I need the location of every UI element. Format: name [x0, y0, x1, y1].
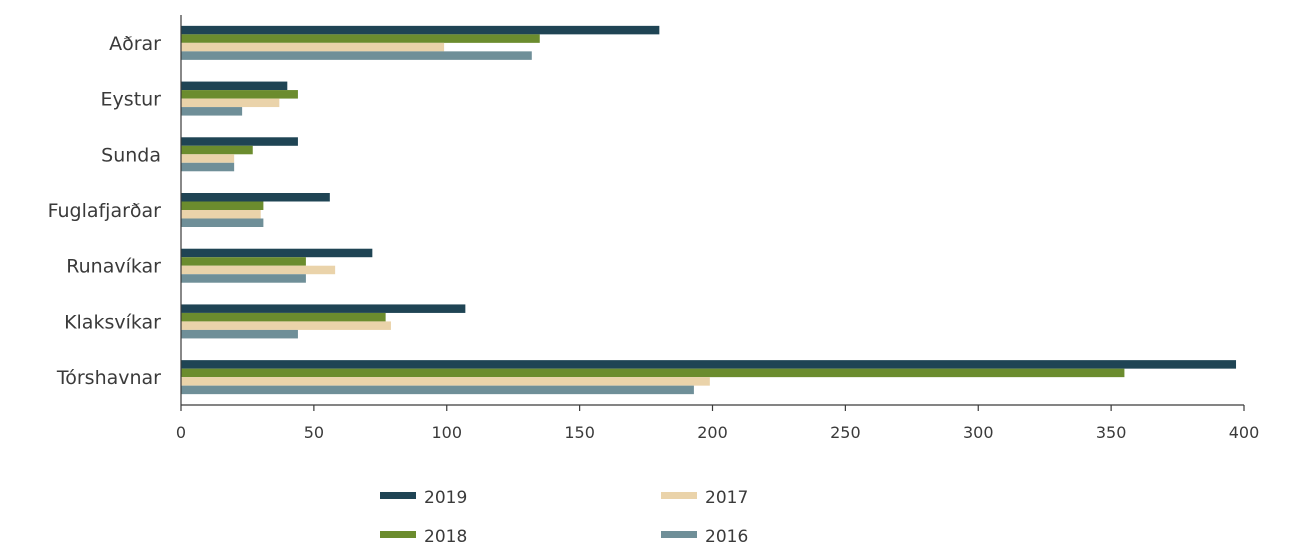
bar-2018-0: [181, 34, 540, 43]
bar-2016-6: [181, 385, 694, 395]
bar-2019-5: [181, 304, 466, 313]
legend: 2019 2017 2018 2016: [380, 488, 748, 547]
bar-2018-1: [181, 90, 298, 99]
category-label: Sunda: [101, 144, 161, 166]
legend-swatch-2016: [661, 531, 697, 538]
category-labels: Aðrar Eystur Sunda Fuglafjarðar Runavíkar Kla…: [48, 33, 162, 389]
x-axis-ticks: 0 50 100 150 200 250 300 350 400: [176, 405, 1259, 442]
x-tick-label: 200: [697, 423, 728, 442]
bar-2018-4: [181, 257, 306, 266]
bar-2019-4: [181, 248, 373, 258]
bar-2017-3: [181, 210, 261, 219]
x-tick-label: 350: [1096, 423, 1127, 442]
bar-2018-5: [181, 312, 386, 322]
category-label: Runavíkar: [66, 256, 161, 278]
legend-label-2019: 2019: [424, 488, 467, 508]
bar-2018-6: [181, 368, 1125, 378]
x-tick-label: 100: [431, 423, 462, 442]
bar-2017-5: [181, 321, 391, 330]
bar-2019-6: [181, 360, 1237, 369]
bar-2017-1: [181, 98, 280, 108]
bar-2018-3: [181, 201, 264, 210]
legend-label-2018: 2018: [424, 527, 467, 547]
bar-2018-2: [181, 145, 253, 155]
category-label: Klaksvíkar: [64, 311, 161, 333]
bar-2017-2: [181, 154, 235, 163]
x-tick-label: 0: [176, 423, 186, 442]
bar-2019-0: [181, 25, 660, 35]
x-tick-label: 50: [304, 423, 324, 442]
legend-swatch-2017: [661, 492, 697, 499]
x-tick-label: 300: [963, 423, 994, 442]
bar-2019-2: [181, 137, 298, 146]
legend-swatch-2018: [380, 531, 416, 538]
bar-2017-6: [181, 377, 710, 386]
bars-group: [181, 25, 1237, 395]
bar-2016-1: [181, 107, 243, 116]
x-tick-label: 150: [564, 423, 595, 442]
bar-2019-1: [181, 81, 288, 91]
bar-2017-4: [181, 265, 336, 275]
bar-2016-0: [181, 51, 532, 60]
category-label: Aðrar: [109, 33, 161, 55]
category-label: Fuglafjarðar: [48, 200, 162, 222]
bar-2016-5: [181, 329, 298, 339]
legend-label-2016: 2016: [705, 527, 748, 547]
bar-2017-0: [181, 42, 445, 52]
x-tick-label: 250: [830, 423, 861, 442]
x-tick-label: 400: [1229, 423, 1260, 442]
bar-2019-3: [181, 193, 330, 202]
category-label: Tórshavnar: [56, 367, 161, 389]
bar-2016-2: [181, 162, 235, 172]
bar-2016-3: [181, 218, 264, 227]
legend-swatch-2019: [380, 492, 416, 499]
legend-label-2017: 2017: [705, 488, 748, 508]
bar-2016-4: [181, 274, 306, 283]
category-label: Eystur: [101, 89, 162, 111]
